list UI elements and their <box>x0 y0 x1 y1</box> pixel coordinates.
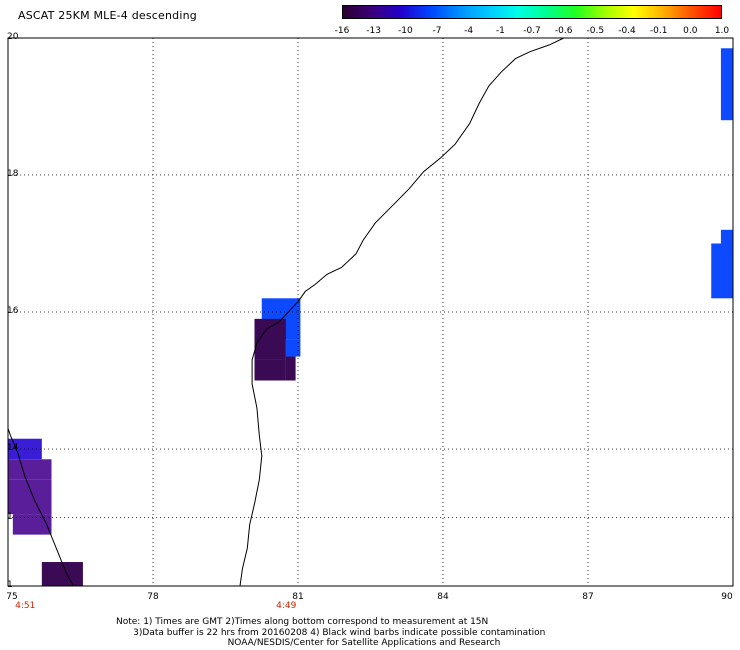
wind-cell <box>285 339 301 357</box>
y-tick-label: 18 <box>7 169 19 179</box>
map-title: ASCAT 25KM MLE-4 descending <box>18 9 197 22</box>
x-tick-label: 81 <box>292 592 304 602</box>
time-label: 4:51 <box>15 601 36 611</box>
scatterometer-cells <box>8 48 733 586</box>
wind-cell <box>254 359 286 381</box>
wind-cell <box>12 514 52 535</box>
colorbar-tick-label: -7 <box>432 26 442 36</box>
coastline-east <box>239 37 565 587</box>
wind-cell <box>711 243 733 299</box>
colorbar-tick-label: -0.4 <box>618 26 636 36</box>
y-tick-label: 16 <box>7 306 19 316</box>
x-tick-label: 75 <box>6 592 18 602</box>
colorbar-tick-label: -1 <box>495 26 505 36</box>
y-tick-label: 1 <box>7 580 13 590</box>
note-line-1: Note: 1) Times are GMT 2)Times along bot… <box>116 617 489 627</box>
colorbar <box>342 5 722 19</box>
colorbar-tick-label: -4 <box>464 26 474 36</box>
colorbar-tick-label: -0.6 <box>554 26 573 36</box>
wind-cell <box>8 459 52 480</box>
wind-cell <box>285 356 296 381</box>
colorbar-tick-label: -13 <box>366 26 382 36</box>
colorbar-tick-label: -0.5 <box>586 26 605 36</box>
colorbar-tick-label: 1.0 <box>714 26 730 36</box>
map-frame <box>7 37 734 587</box>
note-line-2: 3)Data buffer is 22 hrs from 20160208 4)… <box>116 627 546 638</box>
x-tick-label: 78 <box>147 592 159 602</box>
colorbar-tick-label: -10 <box>397 26 413 36</box>
y-tick-label: 20 <box>7 32 19 42</box>
colorbar-tick-label: 0.0 <box>683 26 698 36</box>
wind-cell <box>720 48 733 121</box>
grid-lines <box>7 37 734 587</box>
x-tick-label: 84 <box>437 592 449 602</box>
colorbar-tick-label: -0.7 <box>523 26 541 36</box>
wind-cell <box>8 479 52 515</box>
note-line-3: NOAA/NESDIS/Center for Satellite Applica… <box>116 638 501 648</box>
coastline-west <box>7 428 74 587</box>
footnotes: Note: 1) Times are GMT 2)Times along bot… <box>116 617 545 649</box>
colorbar-tick-label: -16 <box>334 26 350 36</box>
y-tick-label: 1 <box>7 511 13 522</box>
colorbar-tick-label: -0.1 <box>649 26 668 36</box>
wind-cell <box>41 562 83 586</box>
y-tick-label: 14 <box>7 443 19 453</box>
x-tick-label: 90 <box>721 592 733 602</box>
x-tick-label: 87 <box>582 592 594 602</box>
wind-cell <box>720 229 733 244</box>
time-label: 4:49 <box>276 601 297 611</box>
